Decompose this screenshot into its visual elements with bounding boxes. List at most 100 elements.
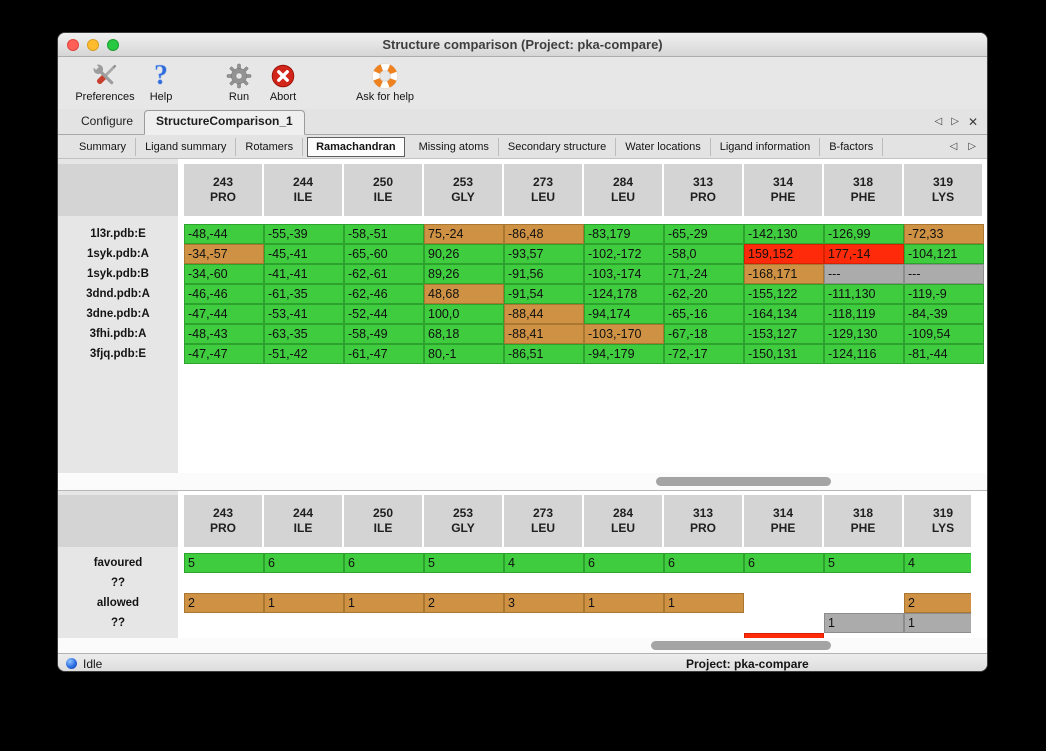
table-cell[interactable] [584, 573, 664, 593]
column-header-243[interactable]: 243 PRO [184, 164, 262, 216]
table-cell[interactable] [264, 573, 344, 593]
subtab-prev-icon[interactable]: ◁ [949, 140, 958, 152]
table-cell[interactable]: -72,33 [904, 224, 984, 244]
table-cell[interactable]: -45,-41 [264, 244, 344, 264]
h-scrollbar-top-thumb[interactable] [656, 477, 831, 486]
table-cell[interactable]: -47,-47 [184, 344, 264, 364]
table-cell[interactable]: 6 [744, 553, 824, 573]
table-cell[interactable] [744, 573, 824, 593]
table-cell[interactable]: 1 [344, 593, 424, 613]
h-scrollbar-bottom-thumb[interactable] [651, 641, 831, 650]
subtab-water-locations[interactable]: Water locations [616, 137, 711, 156]
table-cell[interactable]: 177,-14 [824, 244, 904, 264]
table-cell[interactable]: -102,-172 [584, 244, 664, 264]
table-cell[interactable]: -129,130 [824, 324, 904, 344]
table-cell[interactable] [664, 613, 744, 633]
table-cell[interactable] [824, 593, 904, 613]
table-cell[interactable] [184, 573, 264, 593]
table-cell[interactable]: -48,-43 [184, 324, 264, 344]
zoom-button[interactable] [107, 38, 119, 51]
subtab-next-icon[interactable]: ▷ [968, 140, 976, 152]
column-header-250[interactable]: 250 ILE [344, 495, 422, 547]
table-cell[interactable]: -93,57 [504, 244, 584, 264]
subtab-summary[interactable]: Summary [70, 137, 137, 156]
row-header-3fjq-pdb-e[interactable]: 3fjq.pdb:E [58, 344, 178, 364]
subtab-rotamers[interactable]: Rotamers [236, 137, 304, 156]
minimize-button[interactable] [87, 38, 99, 51]
table-cell[interactable]: -86,48 [504, 224, 584, 244]
table-cell[interactable]: 159,152 [744, 244, 824, 264]
column-header-253[interactable]: 253 GLY [424, 495, 502, 547]
column-header-273[interactable]: 273 LEU [504, 495, 582, 547]
table-cell[interactable]: -103,-170 [584, 324, 664, 344]
table-cell[interactable]: -142,130 [744, 224, 824, 244]
table-cell[interactable]: -94,174 [584, 304, 664, 324]
row-header-3fhi-pdb-a[interactable]: 3fhi.pdb:A [58, 324, 178, 344]
table-cell[interactable]: 1 [264, 593, 344, 613]
toolbar-button-abort[interactable]: Abort [262, 60, 304, 103]
table-cell[interactable]: -55,-39 [264, 224, 344, 244]
table-cell[interactable]: -88,41 [504, 324, 584, 344]
column-header-314[interactable]: 314 PHE [744, 164, 822, 216]
table-cell[interactable]: -84,-39 [904, 304, 984, 324]
column-header-319[interactable]: 319 LYS [904, 495, 982, 547]
subtab-ligand-information[interactable]: Ligand information [711, 137, 821, 156]
table-cell[interactable]: 2 [424, 593, 504, 613]
table-cell[interactable]: 6 [264, 553, 344, 573]
column-header-314[interactable]: 314 PHE [744, 495, 822, 547]
row-header-3dne-pdb-a[interactable]: 3dne.pdb:A [58, 304, 178, 324]
table-cell[interactable]: 80,-1 [424, 344, 504, 364]
toolbar-button-ask-for-help[interactable]: Ask for help [344, 60, 426, 103]
table-cell[interactable] [184, 613, 264, 633]
column-header-243[interactable]: 243 PRO [184, 495, 262, 547]
table-cell[interactable]: -88,44 [504, 304, 584, 324]
table-cell[interactable]: 6 [584, 553, 664, 573]
table-cell[interactable]: -62,-61 [344, 264, 424, 284]
column-header-244[interactable]: 244 ILE [264, 164, 342, 216]
table-cell[interactable]: -126,99 [824, 224, 904, 244]
table-cell[interactable] [424, 573, 504, 593]
table-cell[interactable]: -47,-44 [184, 304, 264, 324]
table-corner[interactable] [58, 164, 178, 216]
table-cell[interactable] [664, 573, 744, 593]
column-header-284[interactable]: 284 LEU [584, 495, 662, 547]
table-cell[interactable]: 1 [664, 593, 744, 613]
table-cell[interactable]: -124,116 [824, 344, 904, 364]
table-cell[interactable]: 89,26 [424, 264, 504, 284]
table-cell[interactable]: 2 [184, 593, 264, 613]
table-cell[interactable]: -72,-17 [664, 344, 744, 364]
table-cell[interactable]: -153,127 [744, 324, 824, 344]
tab-configure[interactable]: Configure [81, 114, 134, 128]
table-cell[interactable] [424, 613, 504, 633]
table-cell[interactable]: -65,-29 [664, 224, 744, 244]
table-cell[interactable]: -91,54 [504, 284, 584, 304]
column-header-244[interactable]: 244 ILE [264, 495, 342, 547]
table-cell[interactable]: -91,56 [504, 264, 584, 284]
toolbar-button-preferences[interactable]: Preferences [72, 60, 138, 103]
table-cell[interactable]: -58,0 [664, 244, 744, 264]
close-button[interactable] [67, 38, 79, 51]
table-cell[interactable] [504, 573, 584, 593]
row-header-unknown[interactable]: ?? [58, 613, 178, 633]
table-cell[interactable]: -118,119 [824, 304, 904, 324]
row-header-1syk-pdb-b[interactable]: 1syk.pdb:B [58, 264, 178, 284]
table-cell[interactable]: -65,-60 [344, 244, 424, 264]
table-cell[interactable]: 75,-24 [424, 224, 504, 244]
table-cell[interactable]: 5 [184, 553, 264, 573]
table-cell[interactable] [744, 593, 824, 613]
table-cell[interactable]: -83,179 [584, 224, 664, 244]
row-header-favoured[interactable]: favoured [58, 553, 178, 573]
column-header-313[interactable]: 313 PRO [664, 164, 742, 216]
table-cell[interactable]: 48,68 [424, 284, 504, 304]
toolbar-button-help[interactable]: ? Help [142, 60, 180, 103]
table-cell[interactable]: -58,-51 [344, 224, 424, 244]
table-cell[interactable]: -53,-41 [264, 304, 344, 324]
table-cell[interactable]: -67,-18 [664, 324, 744, 344]
table-cell[interactable] [504, 613, 584, 633]
table-cell[interactable]: -48,-44 [184, 224, 264, 244]
table-cell[interactable]: -86,51 [504, 344, 584, 364]
table-cell[interactable]: -155,122 [744, 284, 824, 304]
h-scrollbar-bottom[interactable] [58, 638, 987, 653]
table-cell[interactable] [264, 613, 344, 633]
subtab-secondary-structure[interactable]: Secondary structure [499, 137, 617, 156]
